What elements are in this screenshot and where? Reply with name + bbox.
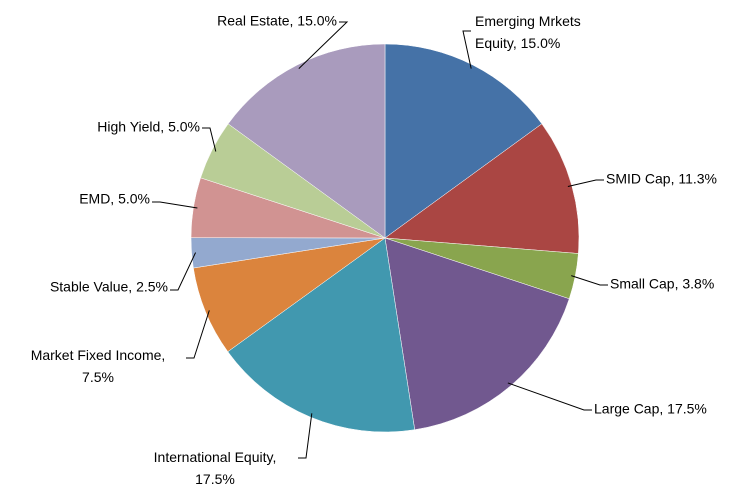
data-label: Stable Value, 2.5% bbox=[50, 279, 168, 295]
pie-slice bbox=[384, 43, 543, 239]
leader-line bbox=[571, 275, 608, 286]
pie-slice bbox=[384, 237, 570, 430]
leader-line bbox=[462, 30, 472, 69]
leader-line bbox=[298, 413, 313, 459]
leader-line bbox=[507, 382, 592, 411]
data-label: EMD, 5.0% bbox=[79, 191, 150, 207]
leader-line bbox=[298, 21, 349, 70]
leader-line bbox=[152, 201, 198, 209]
data-label: Real Estate, 15.0% bbox=[217, 13, 337, 29]
data-label: Market Fixed Income, 7.5% bbox=[31, 347, 166, 385]
pie-slice bbox=[227, 237, 416, 433]
data-label: Small Cap, 3.8% bbox=[610, 276, 714, 292]
leader-line bbox=[567, 179, 604, 187]
leader-line bbox=[202, 127, 217, 152]
leader-line bbox=[186, 310, 210, 359]
data-label: International Equity, 17.5% bbox=[154, 449, 277, 487]
pie-slice bbox=[227, 43, 386, 239]
data-label: Emerging Mrkets Equity, 15.0% bbox=[475, 13, 581, 51]
data-label: High Yield, 5.0% bbox=[97, 119, 200, 135]
data-label: SMID Cap, 11.3% bbox=[606, 171, 717, 187]
leader-line bbox=[170, 252, 197, 291]
data-label: Large Cap, 17.5% bbox=[594, 401, 707, 417]
